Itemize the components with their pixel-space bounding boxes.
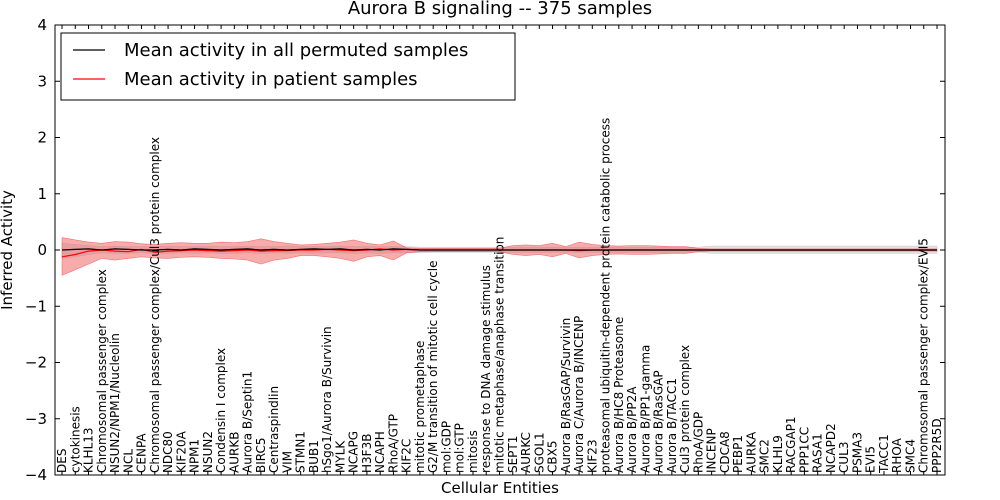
x-tick-label: AURKC (519, 432, 533, 473)
x-tick-label: mitotic metaphase/anaphase transition (493, 237, 507, 473)
x-tick-label: CDCA8 (718, 431, 732, 473)
x-tick-label: Aurora C/Aurora B/INCENP (572, 316, 586, 473)
x-tick-label: VIM (280, 451, 294, 473)
x-tick-label: cytokinesis (68, 406, 82, 473)
x-tick-label: KLHL13 (82, 427, 96, 473)
x-tick-label: MYLK (333, 440, 347, 473)
x-tick-label: mol:GDP (440, 421, 454, 473)
x-tick-label: BIRC5 (254, 438, 268, 474)
y-tick-label: −4 (25, 466, 47, 484)
line-permuted (61, 248, 937, 251)
x-tick-label: CUL3 (837, 442, 851, 473)
x-tick-label: SMC2 (758, 439, 772, 473)
band-patient (61, 237, 938, 276)
y-tick-label: 1 (37, 185, 47, 203)
chart-title: Aurora B signaling -- 375 samples (348, 0, 652, 19)
x-tick-label: Aurora B/RasGAP (652, 370, 666, 473)
x-tick-label: KIF23 (585, 439, 599, 473)
x-tick-label: SEPT1 (506, 436, 520, 473)
x-tick-label: NCAPH (373, 431, 387, 473)
y-tick-label: 3 (37, 72, 47, 90)
x-tick-label: Aurora B/PP1-gamma (638, 345, 652, 473)
x-tick-label: KIF20A (174, 430, 188, 473)
confidence-bands (61, 237, 938, 276)
x-tick-label: RhoA/GDP (691, 412, 705, 473)
x-tick-label: CENPA (135, 433, 149, 473)
x-tick-label: AURKB (227, 432, 241, 473)
legend-label-permuted: Mean activity in all permuted samples (124, 40, 468, 61)
y-tick-label: −1 (25, 297, 47, 315)
x-tick-label: DES (55, 449, 69, 473)
x-tick-label: NPM1 (188, 439, 202, 473)
x-tick-label: Aurora B/Septin1 (241, 371, 255, 473)
x-tick-label: Aurora B/HC8 Proteasome (612, 317, 626, 473)
x-tick-label: Cul3 protein complex (678, 345, 692, 473)
x-tick-label: Chromosomal passenger complex (95, 269, 109, 473)
y-axis-label: Inferred Activity (0, 190, 16, 310)
legend: Mean activity in all permuted samples Me… (60, 32, 516, 101)
x-tick-label: hSgo1/Aurora B/Survivin (320, 326, 334, 473)
x-tick-label: STMN1 (294, 431, 308, 473)
x-tick-label: PPP1CC (797, 427, 811, 473)
x-tick-label: BUB1 (307, 440, 321, 473)
legend-frame (60, 32, 516, 101)
y-tick-label: 0 (37, 241, 47, 259)
x-tick-label: H3F3B (360, 434, 374, 473)
x-tick-label: AURKA (744, 431, 758, 473)
y-tick-label: 2 (37, 129, 47, 147)
x-tick-label: Chromosomal passenger complex/EVI5 (917, 238, 931, 473)
x-tick-label: mol:GTP (453, 423, 467, 473)
x-tick-label: PEBP1 (731, 435, 745, 473)
x-tick-label: RASA1 (811, 433, 825, 473)
x-tick-label: Chromosomal passenger complex/Cul3 prote… (148, 137, 162, 473)
x-tick-label: CBX5 (546, 441, 560, 473)
x-tick-label: NCAPG (347, 431, 361, 473)
x-tick-label: PSMA3 (851, 432, 865, 473)
x-tick-label: RHOA (890, 437, 904, 473)
x-tick-label: G2/M transition of mitotic cell cycle (426, 260, 440, 473)
y-tick-label: 4 (37, 16, 47, 34)
legend-label-patient: Mean activity in patient samples (124, 69, 418, 90)
x-tick-label: INCENP (705, 428, 719, 473)
x-tick-label: Aurora B/PP2A (625, 386, 639, 473)
x-tick-label: RhoA/GTP (386, 414, 400, 473)
x-tick-label: NSUN2 (201, 431, 215, 473)
x-tick-label: mitosis (466, 430, 480, 473)
y-tick-label: −2 (25, 354, 47, 372)
x-tick-label: Centraspindlin (267, 386, 281, 473)
x-tick-label: EVI5 (864, 446, 878, 473)
series-lines (61, 248, 937, 258)
axes: −4 −3 −2 −1 0 1 2 3 4 (25, 16, 946, 484)
x-tick-label: PPP2R5D (930, 418, 944, 473)
x-tick-label: Aurora B/TACC1 (665, 378, 679, 473)
x-tick-label: RACGAP1 (784, 416, 798, 473)
y-tick-label: −3 (25, 410, 47, 428)
x-tick-label: TACC1 (877, 434, 891, 474)
x-tick-label: KLHL9 (771, 435, 785, 473)
x-tick-label: NDC80 (161, 431, 175, 473)
x-tick-labels: DES cytokinesis KLHL13 Chromosomal passenge… (55, 118, 944, 474)
x-tick-label: NCAPD2 (824, 423, 838, 473)
x-tick-label: NCL (121, 449, 135, 473)
x-tick-label: SGOL1 (532, 432, 546, 473)
x-tick-label: KIF2C (400, 439, 414, 473)
x-tick-label: mitotic prometaphase (413, 341, 427, 474)
x-tick-label: SMC4 (904, 439, 918, 473)
x-axis-label: Cellular Entities (441, 479, 559, 497)
x-tick-label: NSUN2/NPM1/Nucleolin (108, 333, 122, 473)
x-tick-label: Aurora B/RasGAP/Survivin (559, 318, 573, 473)
x-tick-label: Condensin I complex (214, 348, 228, 473)
x-tick-label: proteasomal ubiquitin-dependent protein … (599, 118, 613, 473)
x-tick-label: response to DNA damage stimulus (479, 265, 493, 473)
